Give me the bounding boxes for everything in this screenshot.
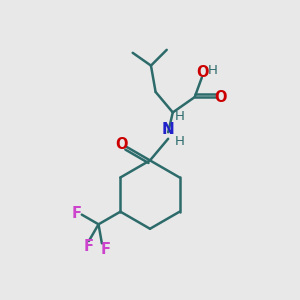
Text: H: H [174,110,184,123]
Text: H: H [175,135,184,148]
Text: F: F [100,242,110,257]
Text: F: F [83,239,93,254]
Text: F: F [71,206,81,221]
Text: O: O [214,90,227,105]
Text: O: O [196,65,209,80]
Text: O: O [115,137,128,152]
Text: H: H [208,64,218,76]
Text: N: N [162,122,175,137]
